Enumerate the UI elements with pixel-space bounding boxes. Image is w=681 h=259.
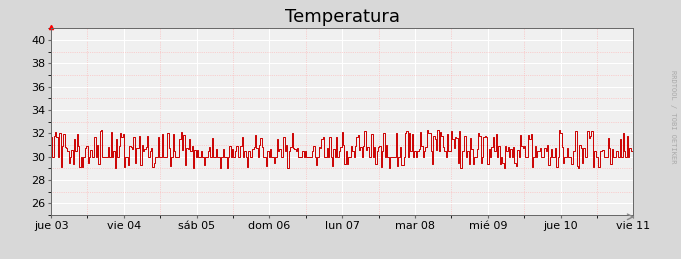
Title: Temperatura: Temperatura <box>285 8 400 26</box>
Text: RRDTOOL / TOBI OETIKER: RRDTOOL / TOBI OETIKER <box>670 70 676 163</box>
